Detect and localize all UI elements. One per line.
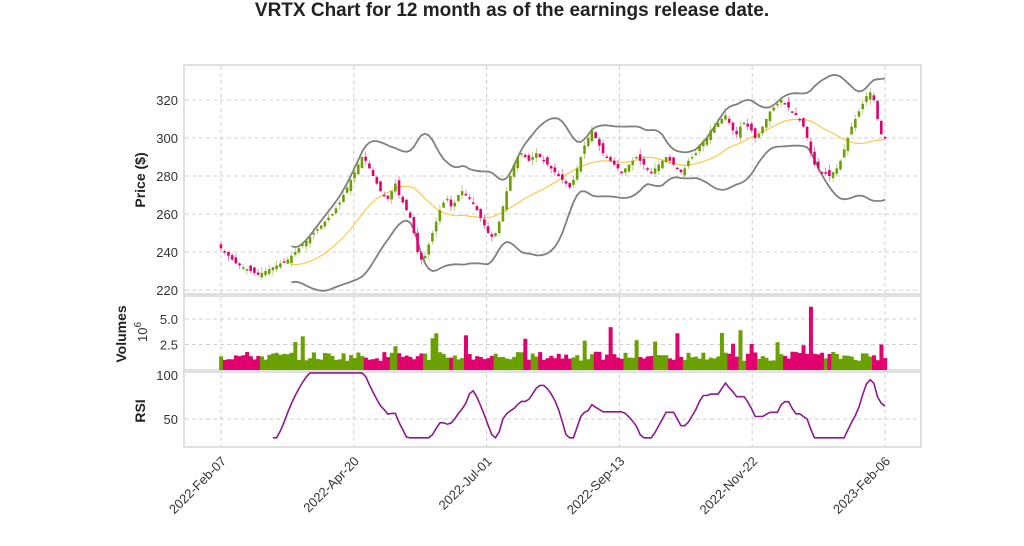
price-axis-label: Price ($) (132, 152, 148, 207)
volume-scale-label: 106 (133, 322, 150, 342)
volume-bars (219, 306, 888, 370)
price-tick-label: 240 (156, 245, 178, 260)
candlesticks (219, 87, 887, 280)
price-tick-label: 320 (156, 93, 178, 108)
sma-line (291, 118, 886, 266)
volume-tick-label: 2.5 (160, 338, 178, 353)
price-tick-label: 280 (156, 169, 178, 184)
x-tick-label: 2022-Feb-07 (166, 454, 229, 517)
rsi-tick-label: 100 (156, 368, 178, 383)
rsi-line (272, 372, 886, 440)
rsi-axis-label: RSI (132, 399, 148, 422)
chart-title: VRTX Chart for 12 month as of the earnin… (254, 0, 770, 21)
rsi-panel (183, 371, 922, 448)
x-tick-label: 2022-Nov-22 (697, 454, 761, 518)
price-panel (183, 64, 922, 295)
bollinger-lower (291, 144, 886, 292)
volume-axis-label: Volumes (113, 305, 129, 363)
x-tick-label: 2022-Sep-13 (564, 454, 628, 518)
price-tick-label: 300 (156, 131, 178, 146)
x-tick-label: 2022-Apr-20 (300, 454, 362, 516)
volume-tick-label: 5.0 (160, 312, 178, 327)
price-tick-label: 220 (156, 283, 178, 298)
price-tick-label: 260 (156, 207, 178, 222)
rsi-tick-label: 50 (164, 412, 178, 427)
x-tick-label: 2022-Jul-01 (436, 454, 495, 513)
x-tick-label: 2023-Feb-06 (830, 454, 893, 517)
